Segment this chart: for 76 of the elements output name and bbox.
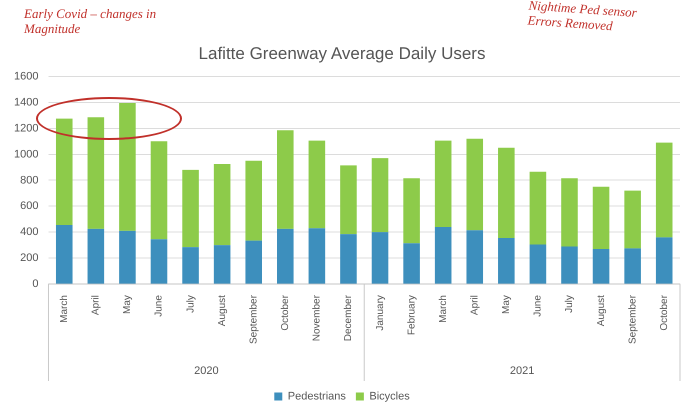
bar — [403, 178, 420, 244]
bar — [56, 225, 73, 284]
bar — [277, 130, 294, 229]
x-tick-label: August — [216, 294, 228, 326]
bar — [308, 140, 326, 228]
x-tick-label: May — [501, 295, 512, 314]
x-tick-label: October — [658, 294, 670, 331]
x-tick-label: February — [406, 295, 418, 336]
bar — [434, 226, 452, 284]
bar — [372, 158, 388, 232]
bar — [530, 172, 546, 244]
x-tick-label: October — [280, 294, 292, 331]
bar — [372, 232, 388, 284]
bar — [119, 103, 136, 231]
x-tick-label: April — [90, 295, 102, 316]
bar — [182, 247, 199, 284]
bar — [624, 190, 641, 248]
bar — [624, 248, 641, 284]
bar — [150, 141, 168, 240]
text: Nightime Ped sensor Errors Removed — [527, 0, 638, 36]
legend-label: Pedestrians — [288, 390, 346, 403]
x-tick-label: November — [312, 294, 323, 342]
bar — [56, 118, 73, 226]
bar — [466, 230, 484, 284]
x-tick-label: December — [343, 294, 354, 342]
x-tick-label: September — [248, 294, 260, 344]
text: 2021 — [510, 365, 534, 378]
bar — [245, 160, 262, 241]
y-tick-label: 0 — [32, 278, 38, 290]
x-tick-label: July — [185, 295, 196, 313]
bar — [561, 178, 578, 246]
y-tick-label: 1400 — [14, 96, 38, 108]
bar — [340, 234, 357, 284]
bar — [656, 237, 672, 284]
x-tick-label: July — [564, 295, 576, 313]
bar — [245, 240, 262, 284]
bar — [308, 228, 326, 284]
legend-label: Bicycles — [369, 390, 410, 403]
y-tick-label: 600 — [20, 200, 38, 212]
bar — [88, 117, 104, 229]
bar — [119, 230, 136, 284]
y-tick-label: 400 — [20, 226, 38, 238]
bar — [561, 246, 578, 284]
x-tick-label: June — [532, 294, 544, 317]
bar — [656, 142, 672, 238]
bar — [434, 140, 452, 227]
y-tick-label: 1000 — [14, 148, 38, 160]
y-tick-label: 1600 — [14, 70, 38, 82]
chart-title: Lafitte Greenway Average Daily Users — [198, 44, 486, 63]
bar — [498, 148, 515, 238]
bar — [214, 164, 230, 246]
bar — [150, 239, 168, 284]
x-tick-label: August — [596, 294, 607, 326]
bar — [182, 170, 199, 248]
text: 2020 — [194, 365, 219, 378]
text: Early Covid – changes in Magnitude — [24, 6, 158, 36]
x-tick-label: April — [470, 295, 481, 316]
x-tick-label: May — [122, 295, 134, 314]
bar — [498, 238, 515, 284]
x-tick-label: January — [374, 295, 386, 331]
y-tick-label: 1200 — [14, 122, 38, 134]
x-tick-label: March — [59, 295, 70, 323]
bar — [592, 186, 610, 250]
bar — [592, 249, 610, 284]
x-tick-label: June — [154, 294, 165, 317]
bar — [214, 245, 230, 284]
y-tick-label: 200 — [20, 252, 38, 264]
bar — [88, 228, 104, 284]
bar — [466, 138, 484, 230]
bar — [340, 165, 357, 234]
bar — [403, 243, 420, 284]
bar — [530, 244, 546, 284]
bar — [277, 228, 294, 284]
y-tick-label: 800 — [20, 174, 38, 186]
x-tick-label: March — [438, 295, 449, 323]
x-tick-label: September — [627, 294, 638, 344]
